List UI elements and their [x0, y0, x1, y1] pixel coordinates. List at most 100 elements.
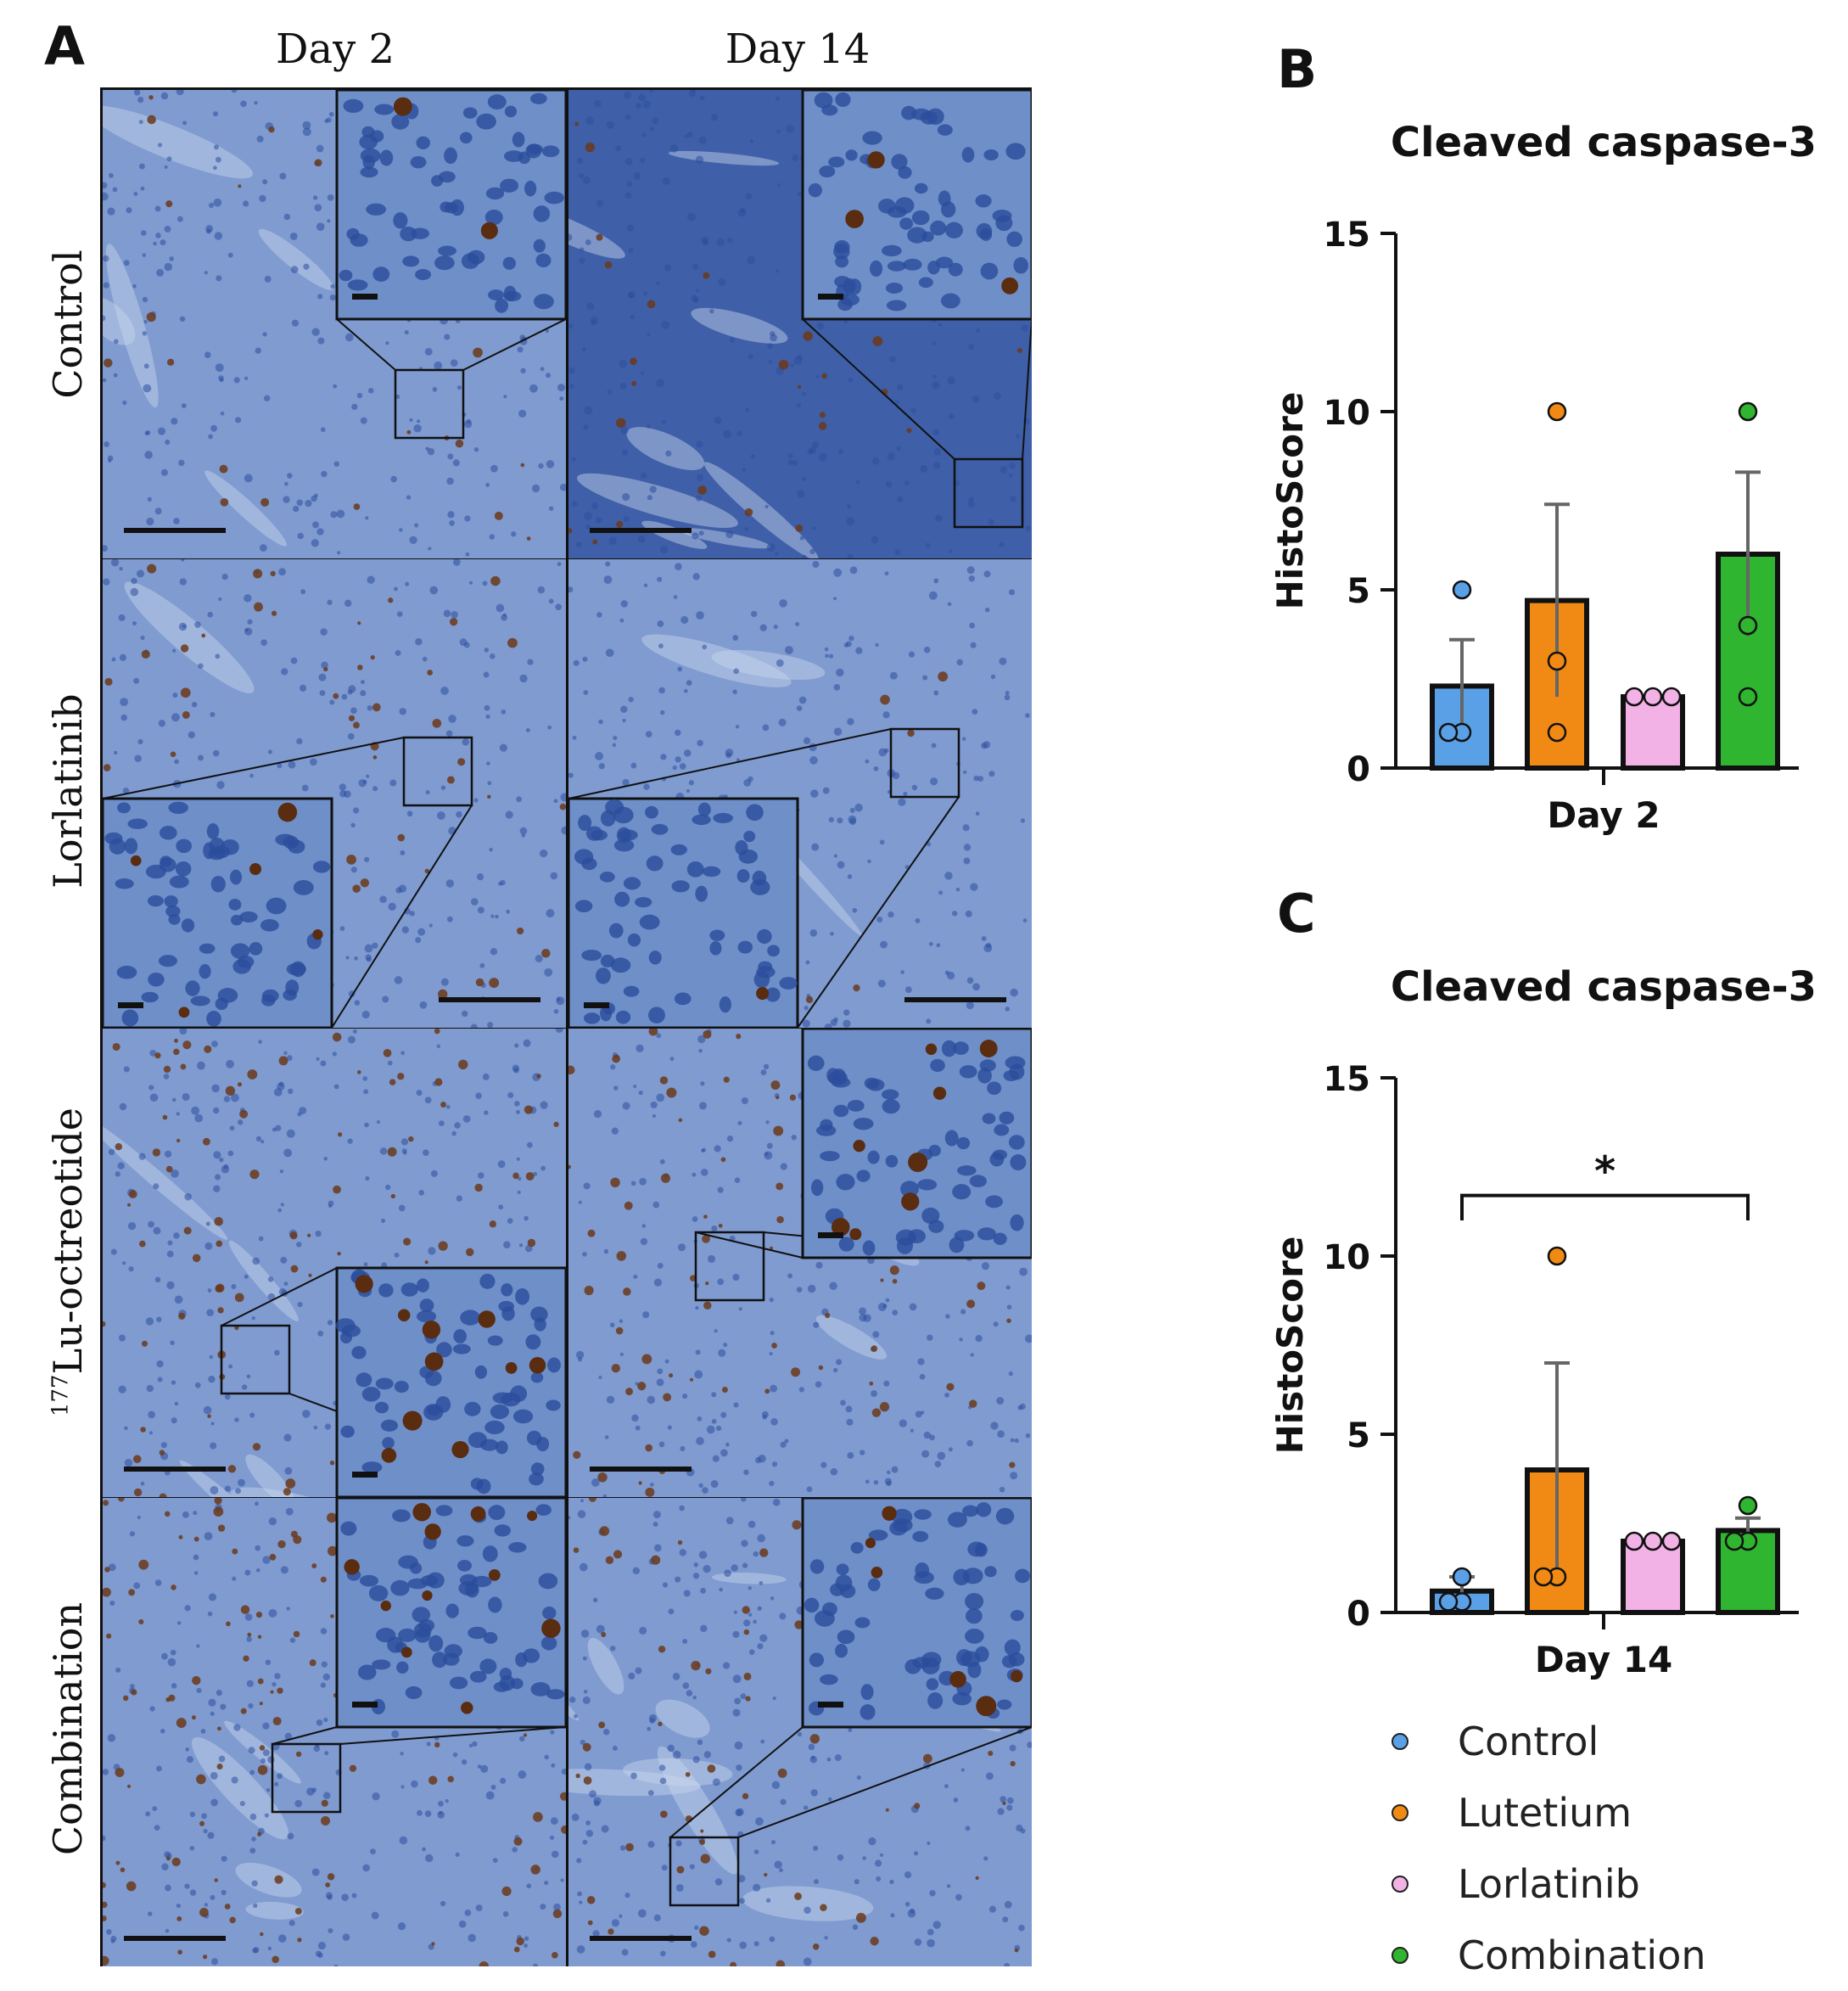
stain-spot: [776, 1096, 780, 1100]
nucleus: [215, 653, 221, 659]
nucleus: [630, 314, 636, 320]
nucleus: [184, 1192, 193, 1201]
inset-nucleus: [709, 940, 722, 956]
nucleus: [999, 657, 1007, 665]
inset-nucleus: [671, 880, 690, 893]
nucleus: [908, 651, 915, 658]
nucleus: [193, 1511, 198, 1516]
stain-spot: [616, 418, 626, 429]
inset-nucleus: [837, 1629, 855, 1645]
nucleus: [539, 849, 548, 858]
inset-nucleus: [917, 1179, 938, 1191]
inset-nucleus: [230, 943, 250, 959]
inset-nucleus: [819, 165, 836, 178]
nucleus: [234, 1417, 239, 1422]
nucleus: [330, 283, 335, 289]
nucleus: [660, 1950, 666, 1957]
inset-nucleus: [941, 1040, 957, 1057]
nucleus: [104, 441, 109, 447]
zoom-box: [694, 1231, 765, 1302]
inset-nucleus: [921, 231, 934, 243]
nucleus: [103, 578, 110, 586]
nucleus: [278, 568, 287, 576]
inset-stain: [312, 929, 323, 940]
zoom-box: [220, 1324, 291, 1395]
micrograph-tile: [568, 1498, 1032, 1966]
nucleus: [203, 1828, 208, 1834]
nucleus: [944, 1784, 949, 1789]
nucleus: [983, 1856, 988, 1861]
nucleus: [692, 1216, 698, 1222]
nucleus: [862, 1856, 866, 1860]
nucleus: [274, 1781, 279, 1786]
nucleus: [409, 911, 415, 917]
inset-nucleus: [372, 266, 390, 282]
nucleus: [553, 1009, 559, 1014]
nucleus: [194, 1382, 201, 1388]
stain-spot: [163, 1065, 171, 1074]
inset-nucleus: [810, 1179, 824, 1197]
nucleus: [158, 720, 165, 727]
nucleus: [944, 1392, 949, 1398]
nucleus: [620, 600, 628, 608]
nucleus: [646, 424, 651, 429]
scale-bar: [439, 997, 540, 1002]
inset-nucleus: [541, 145, 560, 158]
nucleus: [419, 1001, 428, 1009]
nucleus: [227, 252, 233, 258]
stain-spot: [173, 1048, 180, 1056]
nucleus: [955, 1893, 962, 1901]
nucleus: [265, 1659, 272, 1665]
nucleus: [725, 1442, 730, 1447]
stain-spot: [770, 1080, 781, 1090]
nucleus: [176, 90, 184, 96]
nucleus: [351, 403, 358, 411]
stain-spot: [592, 539, 598, 545]
inset-nucleus: [976, 1502, 992, 1517]
stain-spot: [239, 1109, 249, 1119]
nucleus: [108, 458, 112, 463]
nucleus: [196, 1061, 205, 1070]
data-point: [1738, 687, 1758, 707]
nucleus: [577, 1510, 586, 1518]
nucleus: [639, 1626, 647, 1635]
stain-spot: [290, 1265, 299, 1273]
nucleus: [695, 1305, 699, 1310]
nucleus: [962, 737, 966, 741]
stain-spot: [166, 1856, 171, 1861]
nucleus: [400, 850, 406, 855]
inset-stain: [925, 1043, 938, 1056]
nucleus: [885, 480, 893, 488]
nucleus: [846, 517, 855, 526]
nucleus: [164, 1150, 172, 1158]
tissue-stroma: [245, 1454, 295, 1497]
nucleus: [813, 1321, 820, 1328]
nucleus: [658, 1764, 666, 1771]
nucleus: [291, 319, 300, 327]
inset-stain: [402, 1411, 423, 1431]
nucleus: [311, 328, 320, 336]
stain-spot: [152, 1148, 161, 1157]
nucleus: [723, 1342, 728, 1348]
inset: [335, 1266, 566, 1497]
inset-nucleus: [508, 1542, 527, 1553]
nucleus: [837, 817, 843, 824]
nucleus: [894, 548, 901, 556]
nucleus: [385, 341, 389, 345]
nucleus: [1008, 589, 1016, 596]
nucleus: [362, 1076, 368, 1081]
inset-nucleus: [839, 1584, 856, 1599]
nucleus: [966, 1439, 973, 1447]
nucleus: [647, 495, 652, 501]
tissue-stroma: [245, 1901, 304, 1920]
nucleus: [285, 1507, 294, 1516]
nucleus: [837, 861, 845, 869]
stain-spot: [103, 1587, 111, 1597]
nucleus: [809, 548, 815, 555]
nucleus: [638, 93, 647, 102]
inset-stain: [380, 1600, 391, 1612]
nucleus: [451, 1130, 456, 1136]
inset-nucleus: [474, 1365, 488, 1379]
nucleus: [218, 597, 222, 602]
inset-nucleus: [1015, 1568, 1030, 1584]
